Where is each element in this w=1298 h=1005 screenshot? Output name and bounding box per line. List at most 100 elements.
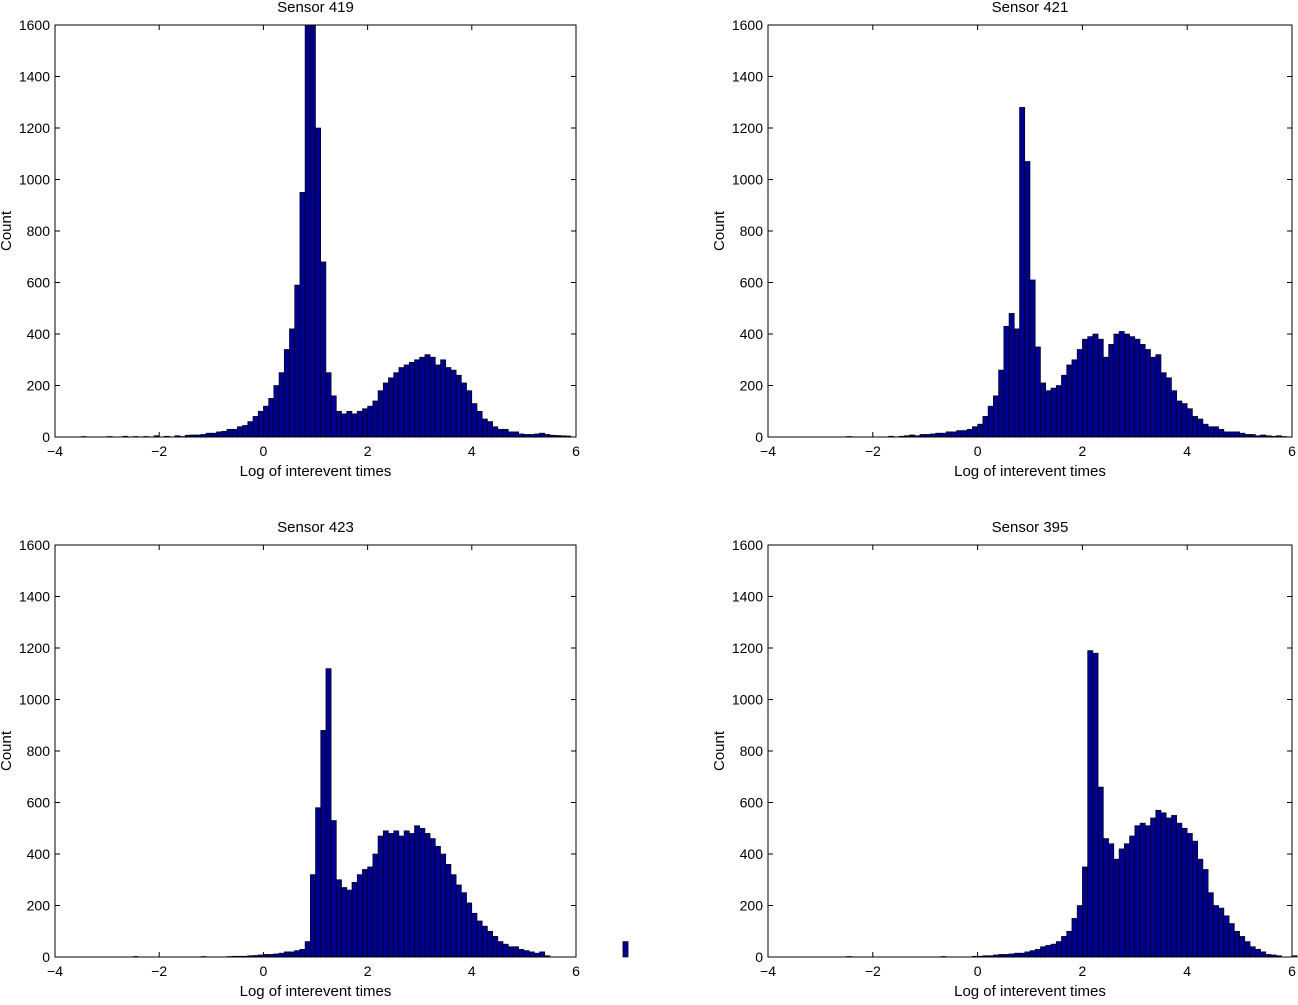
histogram-bar <box>481 925 488 958</box>
histogram-bar <box>309 24 316 438</box>
histogram-bar <box>1076 905 1083 958</box>
histogram-bar <box>445 863 452 958</box>
bar-series <box>132 668 629 958</box>
bar-series <box>846 650 1298 958</box>
histogram-bar <box>523 950 530 958</box>
histogram-bar <box>1103 356 1109 438</box>
y-tick-label: 1600 <box>19 17 50 33</box>
histogram-bar <box>622 941 629 958</box>
histogram-bar <box>1197 418 1204 438</box>
histogram-bar <box>341 413 348 438</box>
histogram-bar <box>1066 364 1073 438</box>
histogram-bar <box>972 426 978 438</box>
x-tick-label: −4 <box>47 963 63 979</box>
y-tick-label: 1000 <box>19 692 50 708</box>
histogram-bar <box>211 432 217 438</box>
histogram-bar <box>1171 815 1178 958</box>
x-tick-label: 2 <box>1079 963 1087 979</box>
x-tick-label: −4 <box>760 443 776 459</box>
histogram-bar <box>1024 161 1031 438</box>
histogram-bar <box>1124 843 1130 958</box>
histogram-bar <box>304 941 311 958</box>
histogram-bar <box>1118 848 1125 958</box>
histogram-bar <box>320 261 327 438</box>
histogram-bar <box>1113 333 1120 438</box>
histogram-bar <box>372 400 379 438</box>
histogram-bar <box>1155 809 1162 958</box>
histogram-bar <box>476 920 483 958</box>
histogram-bar <box>1144 349 1151 438</box>
histogram-bar <box>539 951 546 958</box>
histogram-bar <box>429 838 436 958</box>
histogram-bar <box>1207 892 1214 958</box>
histogram-bar <box>398 367 405 438</box>
histogram-bar <box>1055 941 1062 958</box>
histogram-bar <box>1034 346 1041 438</box>
y-tick-label: 1600 <box>732 17 763 33</box>
histogram-bar <box>336 410 342 438</box>
histogram-bar <box>1076 349 1083 438</box>
histogram-bar <box>1197 858 1204 958</box>
histogram-bar <box>539 432 546 438</box>
y-tick-label: 600 <box>740 795 764 811</box>
histogram-bar <box>351 882 358 958</box>
x-axis-label: Log of interevent times <box>240 983 392 1000</box>
histogram-bar <box>461 892 467 958</box>
y-tick-label: 1200 <box>732 640 763 656</box>
histogram-bar <box>429 356 436 438</box>
histogram-bar <box>393 372 400 438</box>
histogram-bar <box>1171 390 1178 438</box>
histogram-bar <box>403 830 410 958</box>
histogram-bar <box>226 428 233 438</box>
histogram-bar <box>1181 403 1188 438</box>
y-tick-label: 400 <box>740 326 764 342</box>
histogram-bar <box>1176 822 1183 958</box>
histogram-bar <box>940 432 947 438</box>
histogram-bar <box>1082 338 1088 438</box>
histogram-bar <box>273 385 280 438</box>
histogram-bar <box>1061 374 1067 438</box>
histogram-bar <box>987 405 994 438</box>
histogram-bar <box>1176 400 1183 438</box>
histogram-bar <box>1040 382 1047 438</box>
histogram-bar <box>247 421 254 438</box>
histogram-bar <box>330 820 337 958</box>
histogram-bar <box>315 127 322 438</box>
y-tick-label: 1000 <box>732 692 763 708</box>
histogram-bar <box>935 432 942 438</box>
y-tick-label: 0 <box>42 429 50 445</box>
histogram-bar <box>309 874 316 958</box>
histogram-bar <box>1239 936 1246 958</box>
histogram-bar <box>1066 930 1073 958</box>
x-tick-label: 6 <box>572 963 580 979</box>
histogram-bar <box>492 426 499 438</box>
histogram-bar <box>1024 951 1031 958</box>
y-tick-label: 400 <box>27 846 51 862</box>
y-tick-label: 800 <box>27 743 51 759</box>
y-tick-label: 600 <box>740 275 764 291</box>
histogram-bar <box>1218 907 1225 958</box>
chart-panel: −4 −2 0 2 4 6 0 200 400 600 800 1000 1200 1400 1600 Sen… <box>0 0 580 480</box>
histogram-bar <box>1134 338 1141 438</box>
histogram-bar <box>1255 948 1261 958</box>
histogram-bar <box>1223 915 1230 958</box>
x-tick-label: −2 <box>865 963 881 979</box>
histogram-bar <box>388 833 394 958</box>
histogram-bar <box>419 356 426 438</box>
histogram-bar <box>497 428 504 438</box>
histogram-bar <box>377 835 384 958</box>
histogram-bar <box>435 845 441 958</box>
histogram-bar <box>1234 930 1240 958</box>
histogram-bar <box>1050 387 1057 438</box>
histogram-bar <box>1202 869 1209 958</box>
histogram-bar <box>398 835 405 958</box>
histogram-bar <box>945 431 952 438</box>
histogram-bar <box>257 410 264 438</box>
histogram-bar <box>367 866 374 958</box>
histogram-bar <box>445 367 452 438</box>
x-tick-label: 0 <box>974 963 982 979</box>
histogram-bar <box>1061 936 1067 958</box>
histogram-bar <box>403 364 410 438</box>
y-tick-label: 1400 <box>19 69 50 85</box>
y-axis-label: Count <box>711 210 728 251</box>
